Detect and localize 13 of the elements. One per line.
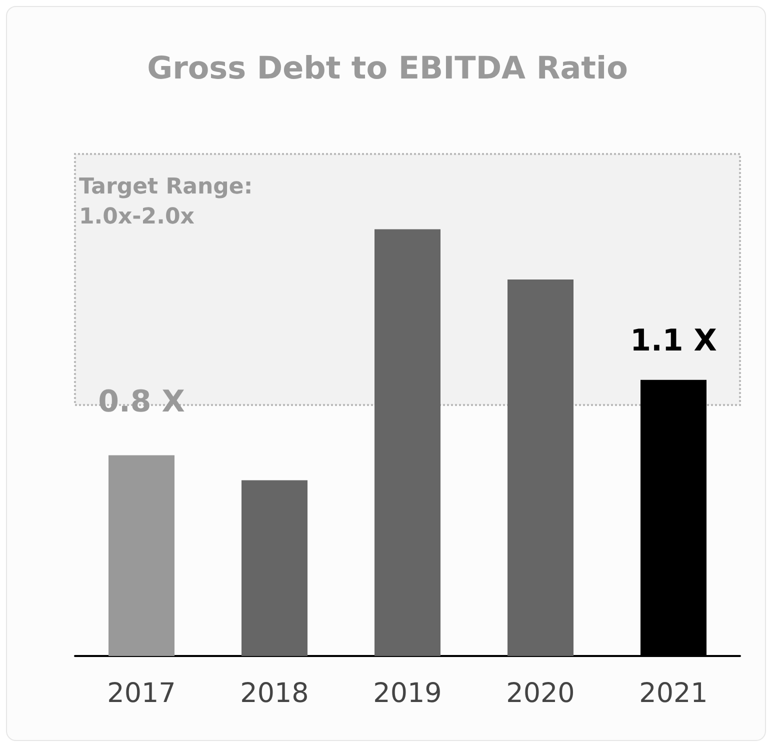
bar xyxy=(374,229,440,656)
x-tick-label: 2020 xyxy=(506,678,575,709)
x-tick-label: 2017 xyxy=(107,678,176,709)
bar xyxy=(108,455,174,656)
chart-title: Gross Debt to EBITDA Ratio xyxy=(147,50,628,86)
band-label: Target Range: 1.0x-2.0x xyxy=(79,174,260,230)
bar xyxy=(508,280,574,656)
bar xyxy=(242,480,308,656)
x-tick-label: 2018 xyxy=(240,678,309,709)
x-tick-label: 2021 xyxy=(639,678,708,709)
x-tick-label: 2019 xyxy=(373,678,442,709)
data-label: 1.1 X xyxy=(630,323,717,358)
data-label: 0.8 X xyxy=(98,384,185,420)
